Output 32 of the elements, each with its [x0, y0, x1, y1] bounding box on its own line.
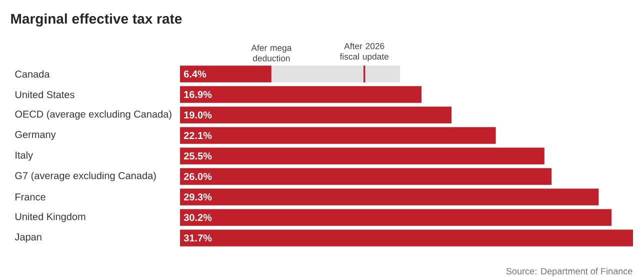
bar — [180, 66, 272, 82]
bar — [180, 86, 422, 103]
bar — [180, 230, 633, 246]
y-tick-label: Japan — [14, 234, 42, 242]
source-note: Source: Department of Finance — [506, 268, 632, 276]
data-label: 19.0% — [184, 111, 212, 119]
data-label: 25.5% — [184, 152, 212, 160]
y-tick-label: OECD (average excluding Canada) — [15, 110, 172, 120]
y-tick-label: France — [16, 194, 46, 200]
data-label: 16.9% — [184, 90, 212, 98]
y-tick-label: Canada — [15, 70, 50, 78]
data-label: 22.1% — [184, 132, 212, 140]
bar — [180, 209, 612, 226]
y-tick-label: United States — [15, 90, 74, 98]
bar — [180, 106, 452, 124]
ref-line-label: After 2026 fiscal update — [340, 42, 389, 62]
data-label: 31.7% — [184, 234, 212, 242]
data-label: 26.0% — [184, 172, 212, 180]
y-tick-label: Germany — [15, 130, 56, 140]
bar — [180, 148, 544, 164]
data-label: 6.4% — [184, 70, 206, 78]
data-label: 29.3% — [184, 193, 212, 201]
chart-title: Marginal effective tax rate — [11, 13, 182, 27]
y-tick-label: Italy — [16, 151, 34, 161]
y-tick-label: United Kingdom — [15, 212, 86, 222]
annotation: Afer mega deduction — [251, 44, 292, 62]
bar — [180, 168, 552, 185]
y-tick-label: G7 (average excluding Canada) — [15, 172, 156, 182]
bar — [180, 188, 599, 206]
bar — [180, 127, 496, 144]
data-label: 30.2% — [184, 214, 212, 222]
bar — [271, 66, 400, 82]
